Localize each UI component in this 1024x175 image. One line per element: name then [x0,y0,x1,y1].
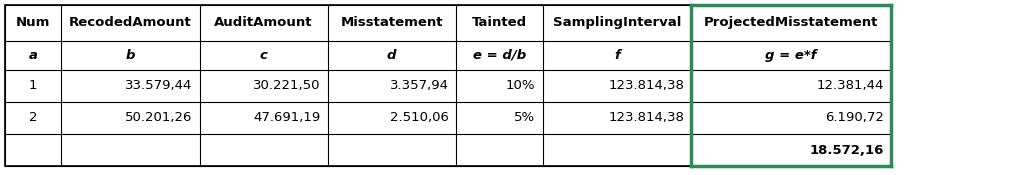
Text: 33.579,44: 33.579,44 [125,79,193,92]
Text: d: d [387,49,396,62]
Text: a: a [29,49,38,62]
Text: 123.814,38: 123.814,38 [608,79,684,92]
Text: 5%: 5% [514,111,536,124]
Text: 6.190,72: 6.190,72 [825,111,884,124]
Text: e = d/b: e = d/b [472,49,526,62]
Text: c: c [260,49,267,62]
Text: AuditAmount: AuditAmount [214,16,313,29]
Text: 12.381,44: 12.381,44 [816,79,884,92]
Text: f: f [614,49,620,62]
Text: ProjectedMisstatement: ProjectedMisstatement [703,16,879,29]
Text: RecodedAmount: RecodedAmount [70,16,191,29]
Text: 50.201,26: 50.201,26 [125,111,193,124]
Text: b: b [126,49,135,62]
Text: Num: Num [16,16,50,29]
Text: 30.221,50: 30.221,50 [253,79,321,92]
Text: 2.510,06: 2.510,06 [390,111,449,124]
Text: Misstatement: Misstatement [340,16,443,29]
Text: 123.814,38: 123.814,38 [608,111,684,124]
Text: 1: 1 [29,79,38,92]
Text: g = e*f: g = e*f [765,49,817,62]
Text: Tainted: Tainted [472,16,526,29]
Text: 3.357,94: 3.357,94 [389,79,449,92]
Bar [5,5,891,166]
Text: SamplingInterval: SamplingInterval [553,16,681,29]
Text: 47.691,19: 47.691,19 [253,111,321,124]
Text: 2: 2 [29,111,38,124]
Text: 18.572,16: 18.572,16 [809,144,884,157]
Text: 10%: 10% [506,79,536,92]
